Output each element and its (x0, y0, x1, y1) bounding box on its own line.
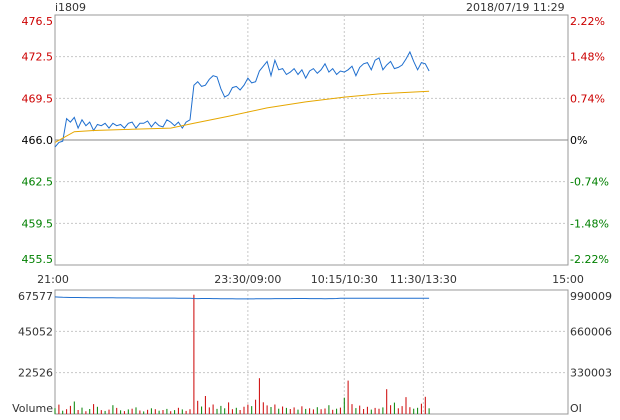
chart-header: i1809 2018/07/19 11:29 (55, 1, 565, 14)
price-tick-label: 469.5 (22, 92, 54, 105)
average-price-line (54, 90, 430, 143)
percent-tick-label: -1.48% (570, 217, 609, 230)
price-right-axis: 2.22% 1.48% 0.74% 0% -0.74% -1.48% -2.22% (570, 15, 609, 266)
oi-tick-label: 330003 (570, 367, 612, 380)
percent-tick-label: 0% (570, 134, 587, 147)
price-tick-label: 462.5 (22, 176, 54, 189)
time-tick-label: 11:30/13:30 (390, 273, 457, 286)
time-axis: 21:00 23:30/09:00 10:15/10:30 11:30/13:30 15… (37, 273, 584, 286)
time-tick-label: 10:15/10:30 (311, 273, 378, 286)
price-series (54, 50, 430, 148)
time-tick-label: 23:30/09:00 (214, 273, 281, 286)
volume-grid (55, 290, 568, 414)
price-tick-label: 466.0 (22, 134, 54, 147)
datetime-label: 2018/07/19 11:29 (466, 1, 565, 14)
volume-tick-label: 45052 (18, 325, 53, 338)
price-panel: 476.5 472.5 469.5 466.0 462.5 459.5 455.5 2.22… (22, 14, 609, 286)
price-left-axis: 476.5 472.5 469.5 466.0 462.5 459.5 455.5 (22, 15, 54, 266)
oi-tick-label: OI (570, 402, 582, 415)
volume-bars (54, 294, 430, 414)
percent-tick-label: 2.22% (570, 15, 605, 28)
percent-tick-label: -2.22% (570, 253, 609, 266)
open-interest-series (54, 296, 430, 300)
price-line (54, 50, 430, 148)
price-tick-label: 476.5 (22, 15, 54, 28)
volume-tick-label: 22526 (18, 367, 53, 380)
volume-tick-label: Volume (12, 402, 53, 415)
price-tick-label: 455.5 (22, 253, 54, 266)
oi-tick-label: 990009 (570, 290, 612, 303)
volume-panel-frame (54, 289, 569, 415)
volume-left-axis: 67577 45052 22526 Volume (12, 290, 53, 415)
percent-tick-label: 0.74% (570, 92, 605, 105)
percent-tick-label: 1.48% (570, 51, 605, 64)
price-tick-label: 472.5 (22, 51, 54, 64)
percent-tick-label: -0.74% (570, 176, 609, 189)
symbol-label: i1809 (55, 1, 86, 14)
volume-tick-label: 67577 (18, 290, 53, 303)
time-tick-label: 15:00 (552, 273, 584, 286)
oi-right-axis: 990009 660006 330003 OI (570, 290, 612, 415)
open-interest-line (54, 296, 430, 300)
time-tick-label: 21:00 (37, 273, 69, 286)
price-grid (55, 15, 568, 265)
price-tick-label: 459.5 (22, 217, 54, 230)
oi-tick-label: 660006 (570, 325, 612, 338)
volume-panel: 67577 45052 22526 Volume 990009 660006 330003… (12, 289, 612, 415)
